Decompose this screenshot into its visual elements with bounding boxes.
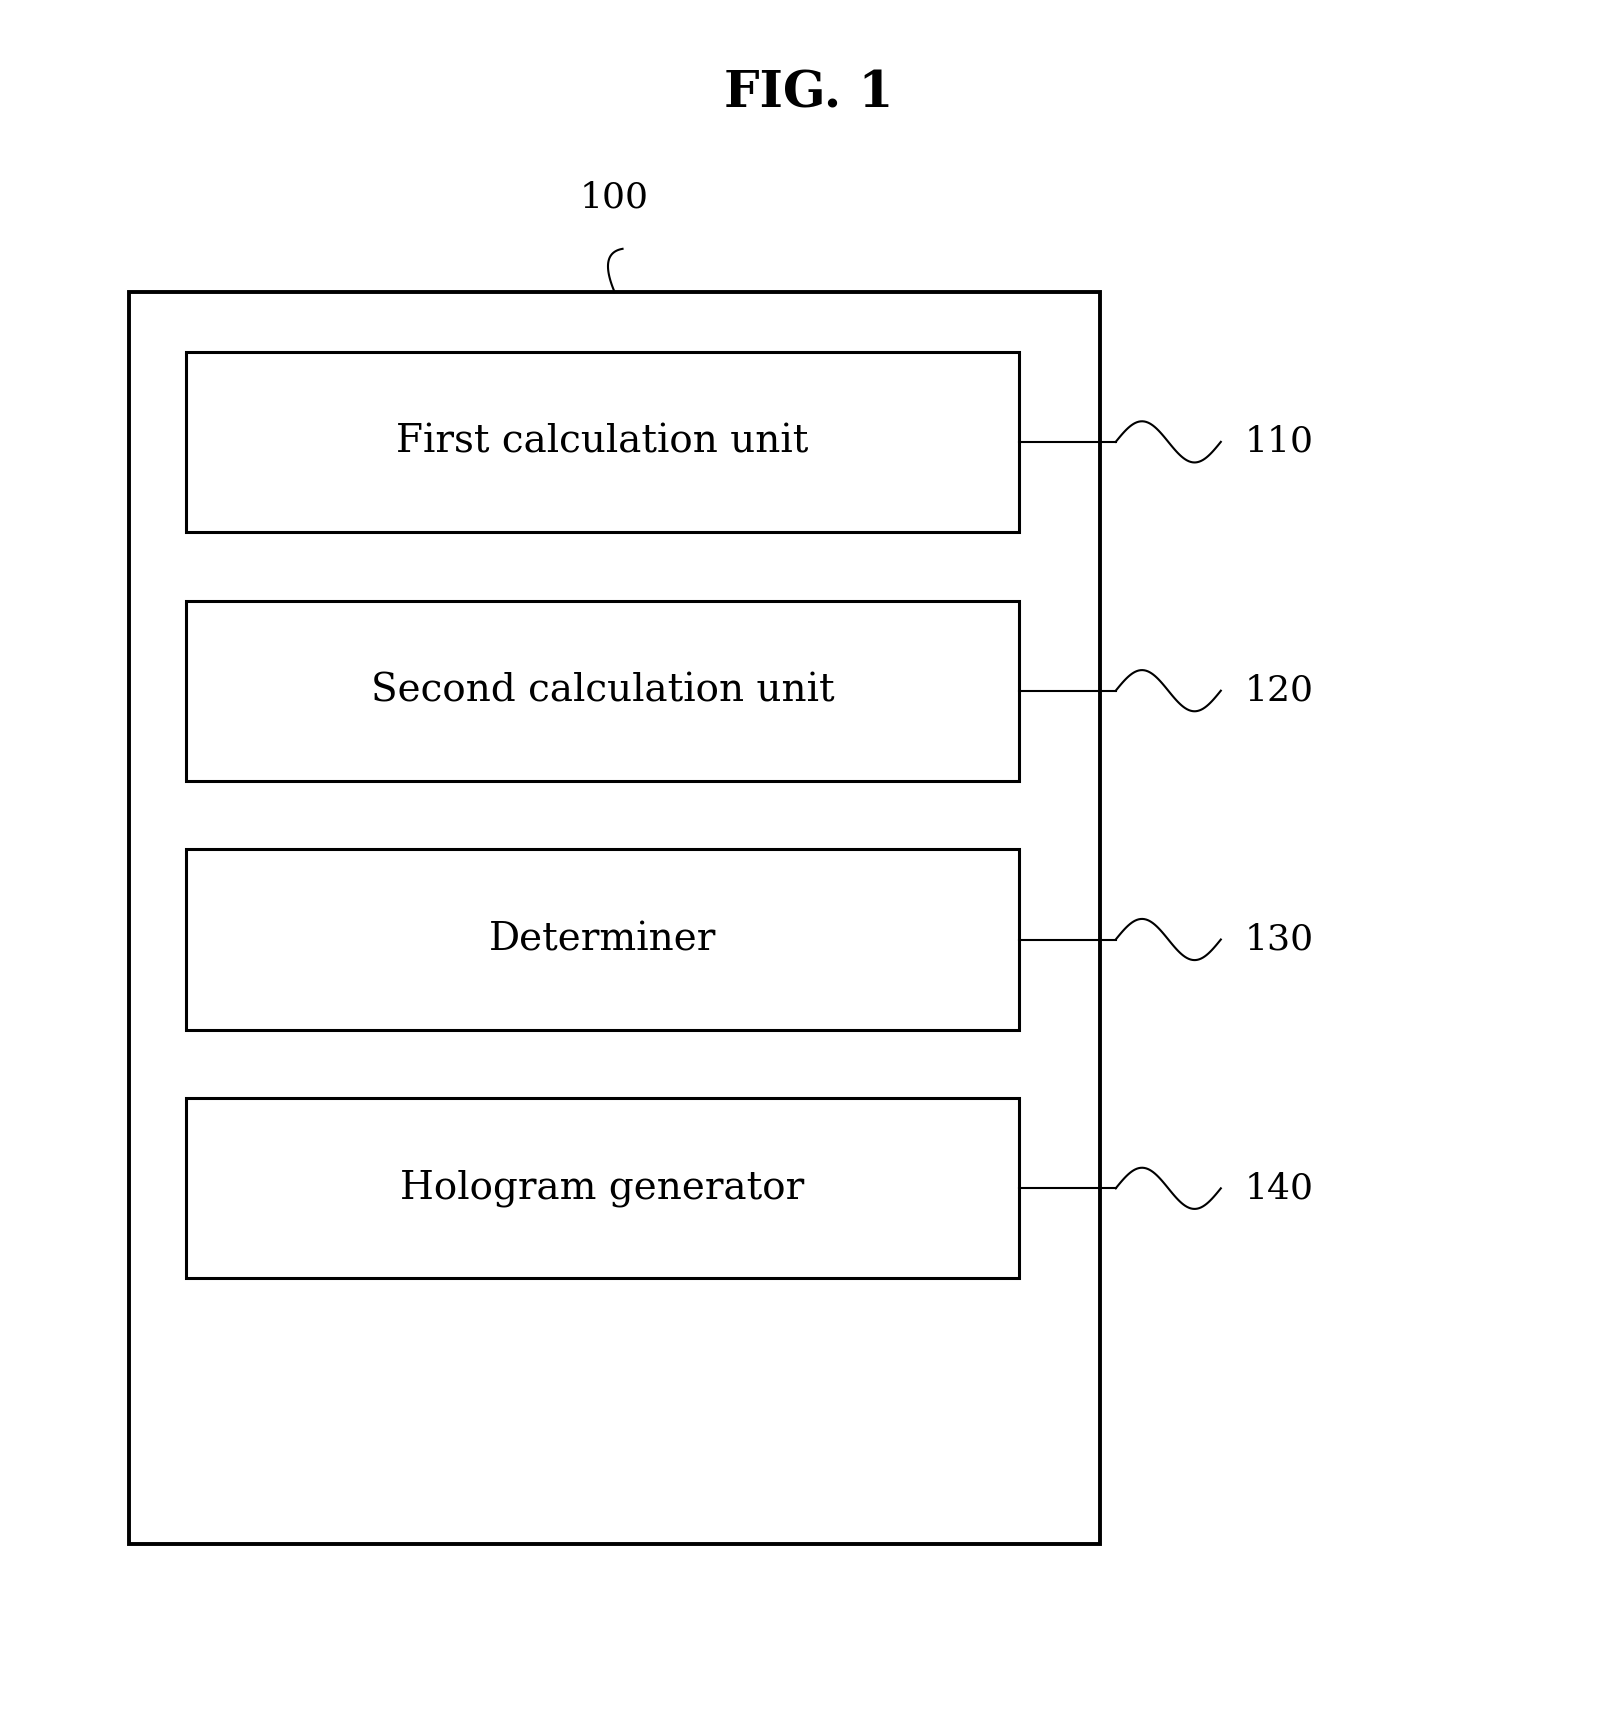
Text: 100: 100 bbox=[581, 180, 648, 214]
Text: Hologram generator: Hologram generator bbox=[401, 1170, 805, 1206]
Text: Determiner: Determiner bbox=[488, 921, 716, 958]
Bar bbox=[186, 601, 1019, 781]
Text: 120: 120 bbox=[1245, 674, 1315, 707]
Text: 140: 140 bbox=[1245, 1172, 1315, 1205]
Text: 130: 130 bbox=[1245, 923, 1315, 956]
Text: Second calculation unit: Second calculation unit bbox=[370, 673, 834, 709]
Bar bbox=[129, 292, 1100, 1544]
Bar bbox=[186, 1098, 1019, 1278]
Text: First calculation unit: First calculation unit bbox=[396, 424, 808, 460]
Bar bbox=[186, 352, 1019, 532]
Text: FIG. 1: FIG. 1 bbox=[724, 70, 893, 118]
Text: 110: 110 bbox=[1245, 426, 1315, 458]
Bar bbox=[186, 849, 1019, 1030]
